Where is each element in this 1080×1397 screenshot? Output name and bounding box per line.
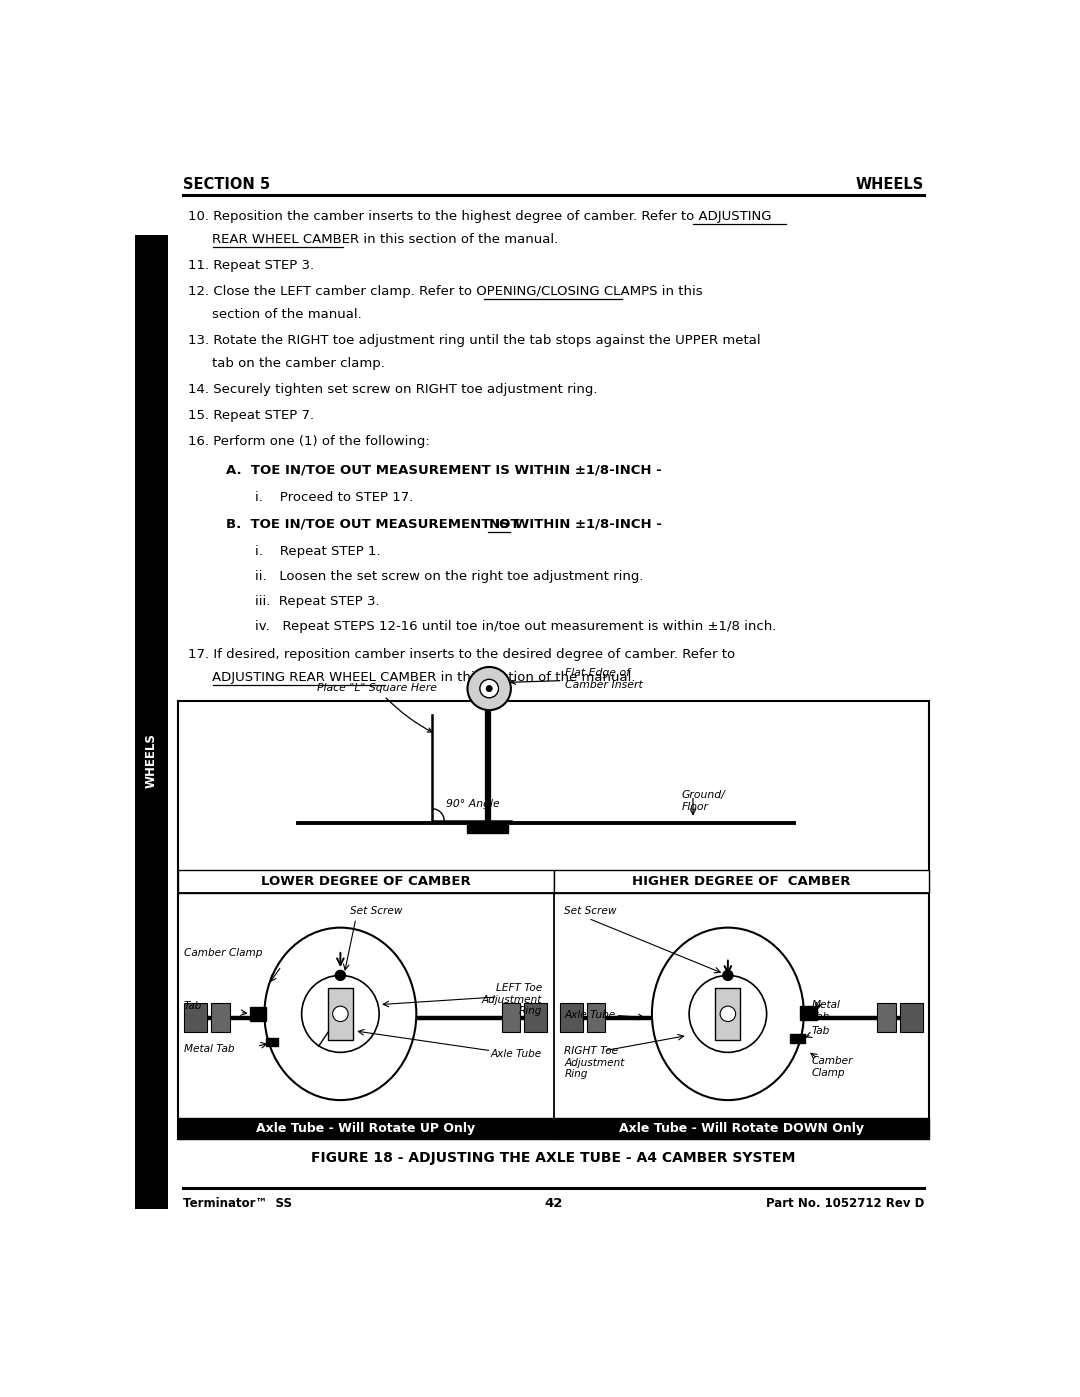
Text: Set Screw: Set Screw	[350, 907, 402, 916]
Text: Axle Tube: Axle Tube	[565, 1010, 616, 1020]
Text: 12. Close the LEFT camber clamp. Refer to OPENING/CLOSING CLAMPS in this: 12. Close the LEFT camber clamp. Refer t…	[188, 285, 702, 298]
Text: Tab: Tab	[184, 1002, 202, 1011]
Circle shape	[333, 1006, 348, 1021]
Text: Place "L" Square Here: Place "L" Square Here	[318, 683, 437, 732]
Text: 17. If desired, reposition camber inserts to the desired degree of camber. Refer: 17. If desired, reposition camber insert…	[188, 648, 734, 661]
Text: FIGURE 18 - ADJUSTING THE AXLE TUBE - A4 CAMBER SYSTEM: FIGURE 18 - ADJUSTING THE AXLE TUBE - A4…	[311, 1151, 796, 1165]
Text: WITHIN ±1/8-INCH -: WITHIN ±1/8-INCH -	[511, 518, 662, 531]
Text: tab on the camber clamp.: tab on the camber clamp.	[213, 356, 386, 369]
Bar	[715, 988, 740, 1039]
Text: section of the manual.: section of the manual.	[213, 307, 362, 321]
Text: ADJUSTING REAR WHEEL CAMBER in this section of the manual.: ADJUSTING REAR WHEEL CAMBER in this sect…	[213, 671, 636, 685]
Text: B.  TOE IN/TOE OUT MEASUREMENT IS: B. TOE IN/TOE OUT MEASUREMENT IS	[227, 518, 514, 531]
Text: Camber
Clamp: Camber Clamp	[811, 1056, 853, 1078]
Bar	[524, 1003, 548, 1032]
Bar	[328, 988, 353, 1039]
Text: HIGHER DEGREE OF  CAMBER: HIGHER DEGREE OF CAMBER	[632, 875, 851, 888]
Text: Axle Tube: Axle Tube	[490, 1049, 542, 1059]
Text: LOWER DEGREE OF CAMBER: LOWER DEGREE OF CAMBER	[260, 875, 471, 888]
Bar	[877, 1003, 896, 1032]
Ellipse shape	[265, 928, 416, 1099]
Bar	[554, 870, 930, 893]
Bar	[177, 701, 930, 1140]
Bar	[177, 870, 554, 893]
Bar	[559, 1003, 583, 1032]
Text: i.    Proceed to STEP 17.: i. Proceed to STEP 17.	[255, 490, 414, 503]
Text: WHEELS: WHEELS	[855, 177, 924, 193]
Text: 15. Repeat STEP 7.: 15. Repeat STEP 7.	[188, 409, 314, 422]
Text: Tab: Tab	[811, 1025, 829, 1035]
Text: Axle Tube - Will Rotate DOWN Only: Axle Tube - Will Rotate DOWN Only	[619, 1122, 864, 1136]
Circle shape	[486, 686, 492, 692]
Circle shape	[720, 1006, 735, 1021]
Text: NOT: NOT	[488, 518, 519, 531]
Text: SECTION 5: SECTION 5	[183, 177, 270, 193]
Text: Terminator™  SS: Terminator™ SS	[183, 1197, 292, 1210]
Text: LEFT Toe
Adjustment
Ring: LEFT Toe Adjustment Ring	[482, 983, 542, 1016]
Ellipse shape	[652, 928, 804, 1099]
Bar	[177, 1118, 554, 1140]
Text: Metal Tab: Metal Tab	[184, 1044, 234, 1053]
Circle shape	[335, 971, 346, 981]
Bar	[184, 1003, 207, 1032]
Bar	[266, 1038, 279, 1046]
Bar	[900, 1003, 923, 1032]
Text: iii.  Repeat STEP 3.: iii. Repeat STEP 3.	[255, 595, 380, 608]
Text: RIGHT Toe
Adjustment
Ring: RIGHT Toe Adjustment Ring	[565, 1046, 624, 1080]
Text: Part No. 1052712 Rev D: Part No. 1052712 Rev D	[766, 1197, 924, 1210]
Text: 90° Angle: 90° Angle	[446, 799, 500, 809]
Bar	[501, 1003, 521, 1032]
Circle shape	[468, 666, 511, 710]
Text: 16. Perform one (1) of the following:: 16. Perform one (1) of the following:	[188, 434, 430, 448]
Text: Set Screw: Set Screw	[565, 907, 617, 916]
Text: WHEELS: WHEELS	[145, 732, 158, 788]
Text: Metal
Tab: Metal Tab	[811, 1000, 840, 1021]
Bar	[554, 1118, 930, 1140]
Bar	[211, 1003, 230, 1032]
Bar	[468, 823, 508, 833]
Text: Ground/
Floor: Ground/ Floor	[681, 791, 725, 812]
Text: i.    Repeat STEP 1.: i. Repeat STEP 1.	[255, 545, 381, 557]
Text: A.  TOE IN/TOE OUT MEASUREMENT IS WITHIN ±1/8-INCH -: A. TOE IN/TOE OUT MEASUREMENT IS WITHIN …	[227, 464, 662, 476]
Text: 11. Repeat STEP 3.: 11. Repeat STEP 3.	[188, 258, 314, 272]
Circle shape	[723, 971, 733, 981]
Text: 42: 42	[544, 1197, 563, 1210]
Bar	[800, 1006, 816, 1020]
Bar	[135, 235, 167, 1208]
Bar	[789, 1034, 806, 1044]
Text: ii.   Loosen the set screw on the right toe adjustment ring.: ii. Loosen the set screw on the right to…	[255, 570, 644, 583]
Text: Flat Edge of
Camber Insert: Flat Edge of Camber Insert	[511, 669, 643, 690]
Text: REAR WHEEL CAMBER in this section of the manual.: REAR WHEEL CAMBER in this section of the…	[213, 233, 558, 246]
Text: Axle Tube - Will Rotate UP Only: Axle Tube - Will Rotate UP Only	[256, 1122, 475, 1136]
Text: 10. Reposition the camber inserts to the highest degree of camber. Refer to ADJU: 10. Reposition the camber inserts to the…	[188, 210, 771, 224]
Text: 13. Rotate the RIGHT toe adjustment ring until the tab stops against the UPPER m: 13. Rotate the RIGHT toe adjustment ring…	[188, 334, 760, 346]
Text: 14. Securely tighten set screw on RIGHT toe adjustment ring.: 14. Securely tighten set screw on RIGHT …	[188, 383, 597, 395]
Text: Camber Clamp: Camber Clamp	[184, 949, 262, 958]
Bar	[251, 1007, 266, 1021]
Circle shape	[480, 679, 499, 697]
Text: iv.   Repeat STEPS 12-16 until toe in/toe out measurement is within ±1/8 inch.: iv. Repeat STEPS 12-16 until toe in/toe …	[255, 620, 777, 633]
Bar	[586, 1003, 606, 1032]
